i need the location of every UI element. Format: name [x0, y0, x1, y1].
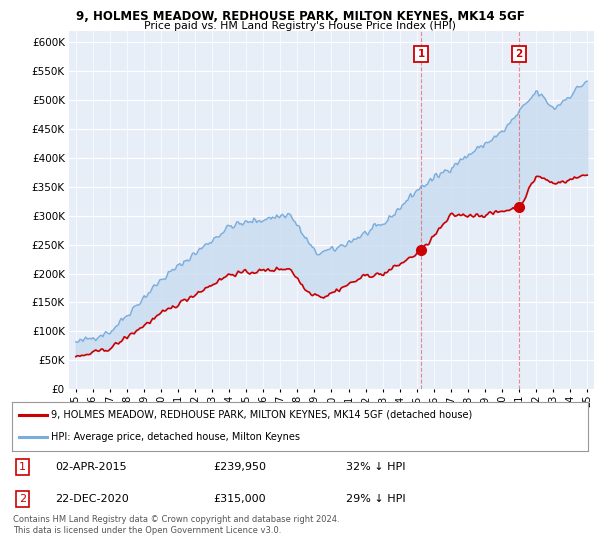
- Text: 29% ↓ HPI: 29% ↓ HPI: [346, 494, 406, 504]
- Text: 2: 2: [515, 49, 523, 59]
- Text: 32% ↓ HPI: 32% ↓ HPI: [346, 462, 406, 472]
- Text: £239,950: £239,950: [214, 462, 266, 472]
- Text: £315,000: £315,000: [214, 494, 266, 504]
- Text: This data is licensed under the Open Government Licence v3.0.: This data is licensed under the Open Gov…: [13, 526, 281, 535]
- Text: 02-APR-2015: 02-APR-2015: [55, 462, 127, 472]
- Text: 9, HOLMES MEADOW, REDHOUSE PARK, MILTON KEYNES, MK14 5GF (detached house): 9, HOLMES MEADOW, REDHOUSE PARK, MILTON …: [51, 410, 472, 420]
- Text: 2: 2: [19, 494, 26, 504]
- Text: Contains HM Land Registry data © Crown copyright and database right 2024.: Contains HM Land Registry data © Crown c…: [13, 515, 340, 524]
- Text: HPI: Average price, detached house, Milton Keynes: HPI: Average price, detached house, Milt…: [51, 432, 300, 442]
- Text: Price paid vs. HM Land Registry's House Price Index (HPI): Price paid vs. HM Land Registry's House …: [144, 21, 456, 31]
- Text: 22-DEC-2020: 22-DEC-2020: [55, 494, 129, 504]
- Text: 9, HOLMES MEADOW, REDHOUSE PARK, MILTON KEYNES, MK14 5GF: 9, HOLMES MEADOW, REDHOUSE PARK, MILTON …: [76, 10, 524, 23]
- Text: 1: 1: [19, 462, 26, 472]
- Text: 1: 1: [418, 49, 425, 59]
